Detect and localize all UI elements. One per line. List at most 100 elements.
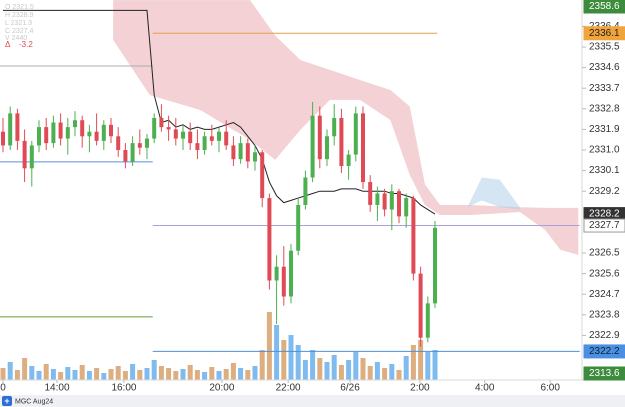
- price-badge-label: 2336.1: [589, 28, 620, 39]
- candle-body: [188, 131, 193, 144]
- symbol-label: MGC Aug24: [15, 398, 53, 405]
- delta-label: Δ: [5, 40, 11, 49]
- volume-bar: [324, 362, 330, 380]
- x-tick-label: 16:00: [111, 383, 136, 394]
- volume-bar: [353, 352, 359, 380]
- candle-body: [267, 198, 272, 281]
- price-badge-label: 2327.7: [589, 220, 620, 231]
- volume-bar: [130, 364, 136, 380]
- candle-body: [94, 131, 99, 141]
- volume-bar: [432, 350, 438, 380]
- legend-line: V 2440: [5, 35, 27, 42]
- volume-bar: [410, 345, 416, 380]
- candle-body: [317, 115, 322, 160]
- volume-bar: [346, 360, 352, 380]
- candle-body: [116, 136, 121, 151]
- volume-bar: [367, 366, 373, 380]
- volume-bar: [58, 372, 64, 380]
- candle-body: [325, 136, 329, 160]
- candle-body: [152, 117, 157, 139]
- add-button[interactable]: [2, 396, 12, 406]
- candle-body: [202, 136, 207, 151]
- candle-body: [289, 250, 293, 297]
- volume-bar: [50, 369, 56, 380]
- price-badge: [583, 344, 625, 359]
- volume-bar: [29, 366, 35, 380]
- candle-body: [433, 227, 437, 304]
- volume-bar: [310, 350, 316, 380]
- candle-body: [224, 131, 229, 146]
- volume-bar: [281, 340, 287, 380]
- candle-body: [15, 113, 20, 141]
- delta-value: -3.2: [19, 40, 33, 49]
- candle-body: [404, 198, 409, 217]
- candle-body: [159, 117, 164, 128]
- candle-body: [375, 193, 380, 205]
- candle-body: [382, 193, 387, 210]
- x-tick-label: 6/26: [340, 383, 360, 394]
- price-badge: [583, 366, 625, 381]
- volume-bar: [137, 370, 143, 380]
- x-tick-label: 22:00: [276, 383, 301, 394]
- candle-body: [332, 117, 337, 137]
- axes: 2336.42335.52334.62333.72332.82331.92331…: [0, 0, 625, 394]
- y-tick-label: 2331.9: [589, 124, 620, 135]
- candle-body: [339, 117, 344, 167]
- volume-bar: [230, 363, 236, 380]
- candle-body: [145, 138, 149, 148]
- volume-bar: [86, 371, 92, 380]
- candle-body: [123, 150, 128, 162]
- x-tick-label: 20:00: [209, 383, 234, 394]
- candle-body: [51, 122, 56, 144]
- candle-body: [245, 143, 250, 162]
- cloud: [113, 0, 579, 255]
- volume-bar: [396, 370, 402, 380]
- x-tick-label: 4:00: [475, 383, 495, 394]
- volume-bar: [0, 368, 6, 380]
- y-tick-label: 2330.1: [589, 165, 620, 176]
- volume-bar: [158, 366, 164, 380]
- volume-bar: [7, 362, 13, 380]
- volume-bar: [180, 369, 186, 380]
- x-tick-label: 0: [0, 383, 6, 394]
- price-badge-label: 2358.6: [589, 1, 620, 12]
- legend-line: H 2328.9: [5, 12, 34, 19]
- volume-bar: [173, 371, 179, 380]
- legend-line: C 2327.4: [5, 28, 34, 35]
- candle-body: [130, 143, 135, 162]
- status-bar: [0, 395, 625, 407]
- candle-body: [310, 115, 315, 178]
- candle-body: [296, 204, 301, 251]
- volume-bar: [144, 368, 150, 380]
- candle-body: [22, 140, 27, 169]
- volume-bar: [259, 350, 265, 380]
- candle-body: [253, 152, 257, 162]
- cloud: [467, 177, 520, 210]
- candle-body: [65, 127, 70, 139]
- candle-body: [397, 191, 401, 217]
- volume-bar: [36, 371, 42, 380]
- volume-bar: [317, 358, 323, 380]
- volume-bar: [288, 335, 294, 380]
- candle-body: [368, 182, 373, 205]
- y-tick-label: 2332.8: [589, 103, 620, 114]
- volume-bar: [389, 364, 395, 380]
- volume-bar: [108, 369, 114, 380]
- x-tick-label: 14:00: [44, 383, 69, 394]
- candle-body: [173, 129, 178, 139]
- y-tick-label: 2325.6: [589, 268, 620, 279]
- candle-body: [1, 131, 5, 146]
- volume-bar: [209, 367, 215, 380]
- volume-bar: [302, 360, 308, 380]
- y-tick-label: 2331.0: [589, 145, 620, 156]
- volume-bar: [331, 355, 337, 380]
- volume-bar: [238, 368, 244, 380]
- candle-body: [29, 145, 34, 169]
- add-icon: +: [4, 396, 9, 406]
- candle-body: [274, 266, 279, 281]
- volume-bar: [166, 368, 172, 380]
- y-tick-label: 2326.5: [589, 248, 620, 259]
- candle-body: [109, 124, 113, 137]
- volume-bar: [338, 365, 344, 380]
